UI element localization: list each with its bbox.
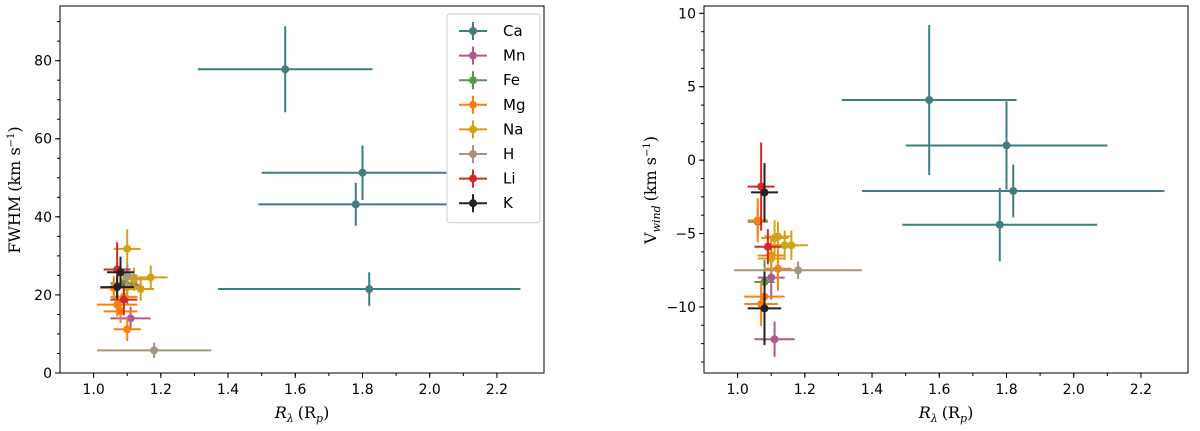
legend-label: K bbox=[503, 194, 514, 212]
fwhm-legend: Ca Mn Fe Mg Na H Li K bbox=[446, 13, 541, 224]
data-point bbox=[794, 266, 803, 275]
y-tick-label: 5 bbox=[687, 80, 696, 96]
x-tick-label: 1.6 bbox=[928, 382, 950, 398]
legend-swatch-marker bbox=[469, 76, 477, 85]
x-tick-label: 1.8 bbox=[351, 382, 373, 398]
data-point bbox=[116, 307, 125, 316]
legend-swatch-marker bbox=[469, 199, 477, 208]
x-tick-label: 1.4 bbox=[217, 382, 239, 398]
fwhm-x-axis-label: Rλ (Rp) bbox=[274, 403, 330, 425]
data-point bbox=[757, 182, 766, 191]
data-point bbox=[760, 188, 769, 197]
data-point bbox=[126, 314, 135, 323]
x-tick-label: 1.4 bbox=[861, 382, 883, 398]
y-tick-label: 20 bbox=[34, 288, 52, 304]
data-point bbox=[1002, 141, 1011, 150]
data-point bbox=[760, 304, 769, 313]
x-tick-label: 1.0 bbox=[82, 382, 104, 398]
legend-swatch-marker bbox=[469, 150, 477, 158]
legend-label: H bbox=[503, 145, 514, 163]
legend-swatch-marker bbox=[469, 51, 477, 60]
fwhm-plot-frame bbox=[59, 5, 545, 374]
data-point bbox=[753, 216, 762, 225]
data-point bbox=[1009, 186, 1018, 195]
legend-label: Fe bbox=[503, 71, 520, 89]
legend-swatch-marker bbox=[469, 27, 477, 35]
legend-box bbox=[446, 13, 541, 224]
x-tick-label: 1.2 bbox=[794, 382, 816, 398]
y-tick-label: 60 bbox=[34, 132, 52, 148]
data-point bbox=[770, 335, 779, 344]
data-point bbox=[150, 346, 159, 355]
data-point bbox=[358, 168, 367, 177]
fwhm-y-ticks: 0 20 40 60 80 bbox=[34, 21, 60, 382]
data-point bbox=[123, 271, 132, 280]
data-point bbox=[146, 273, 155, 282]
series-h bbox=[734, 261, 862, 280]
vwind-y-axis-label: Vwind(km s−1) bbox=[641, 136, 663, 245]
y-tick-label: 10 bbox=[678, 6, 696, 22]
data-point bbox=[129, 275, 138, 284]
data-point bbox=[787, 241, 796, 250]
fwhm-plot-marks bbox=[96, 26, 521, 359]
data-point bbox=[773, 264, 782, 273]
vwind-plot-frame bbox=[703, 5, 1189, 374]
y-tick-label: 0 bbox=[687, 153, 696, 169]
legend-label: Mg bbox=[503, 96, 525, 114]
series-k bbox=[100, 256, 134, 299]
data-point bbox=[763, 242, 772, 251]
vwind-x-ticks: 1.0 1.2 1.4 1.6 1.8 2.0 2.2 bbox=[726, 373, 1152, 398]
vwind-y-ticks: −10 −5 0 5 10 bbox=[666, 6, 704, 363]
series-ca bbox=[841, 25, 1165, 262]
data-point bbox=[123, 244, 132, 253]
data-point bbox=[281, 65, 290, 74]
data-point bbox=[113, 300, 122, 309]
legend-label: Ca bbox=[503, 22, 523, 40]
x-tick-label: 1.2 bbox=[150, 382, 172, 398]
y-tick-label: −5 bbox=[675, 227, 696, 243]
vwind-panel: 1.0 1.2 1.4 1.6 1.8 2.0 2.2 −10 −5 0 5 10 Rλ (Rp) V… bbox=[641, 5, 1189, 425]
x-tick-label: 1.8 bbox=[995, 382, 1017, 398]
data-point bbox=[767, 273, 776, 282]
x-tick-label: 2.0 bbox=[419, 382, 441, 398]
data-point bbox=[351, 200, 360, 209]
series-k bbox=[747, 163, 782, 346]
fwhm-x-ticks: 1.0 1.2 1.4 1.6 1.8 2.0 2.2 bbox=[82, 373, 508, 398]
y-tick-label: 40 bbox=[34, 210, 52, 226]
x-tick-label: 2.0 bbox=[1063, 382, 1085, 398]
y-tick-label: 80 bbox=[34, 54, 52, 70]
vwind-x-axis-label: Rλ (Rp) bbox=[918, 403, 974, 425]
y-tick-label: 0 bbox=[43, 366, 52, 382]
vwind-plot-marks bbox=[734, 25, 1165, 357]
series-h bbox=[96, 263, 212, 359]
x-tick-label: 1.6 bbox=[284, 382, 306, 398]
data-point bbox=[119, 295, 128, 304]
x-tick-label: 2.2 bbox=[486, 382, 508, 398]
legend-label: Mn bbox=[503, 47, 525, 65]
series-li bbox=[747, 142, 782, 265]
legend-swatch-marker bbox=[469, 174, 477, 183]
data-point bbox=[995, 220, 1004, 229]
data-point bbox=[365, 285, 374, 294]
data-point bbox=[123, 325, 132, 334]
data-point bbox=[925, 95, 934, 104]
legend-swatch-marker bbox=[469, 100, 477, 109]
fwhm-y-axis-label: FWHM(km s−1) bbox=[5, 126, 24, 253]
x-tick-label: 1.0 bbox=[726, 382, 748, 398]
data-point bbox=[767, 254, 776, 263]
data-point bbox=[113, 283, 122, 292]
data-point bbox=[773, 232, 782, 241]
legend-label: Na bbox=[503, 120, 523, 138]
legend-swatch-marker bbox=[469, 125, 477, 134]
data-point bbox=[116, 268, 125, 277]
legend-label: Li bbox=[503, 170, 516, 188]
x-tick-label: 2.2 bbox=[1130, 382, 1152, 398]
fwhm-panel: 1.0 1.2 1.4 1.6 1.8 2.0 2.2 0 20 40 60 80 Rλ (Rp) F… bbox=[5, 5, 545, 425]
y-tick-label: −10 bbox=[666, 300, 696, 316]
series-ca bbox=[197, 26, 521, 306]
